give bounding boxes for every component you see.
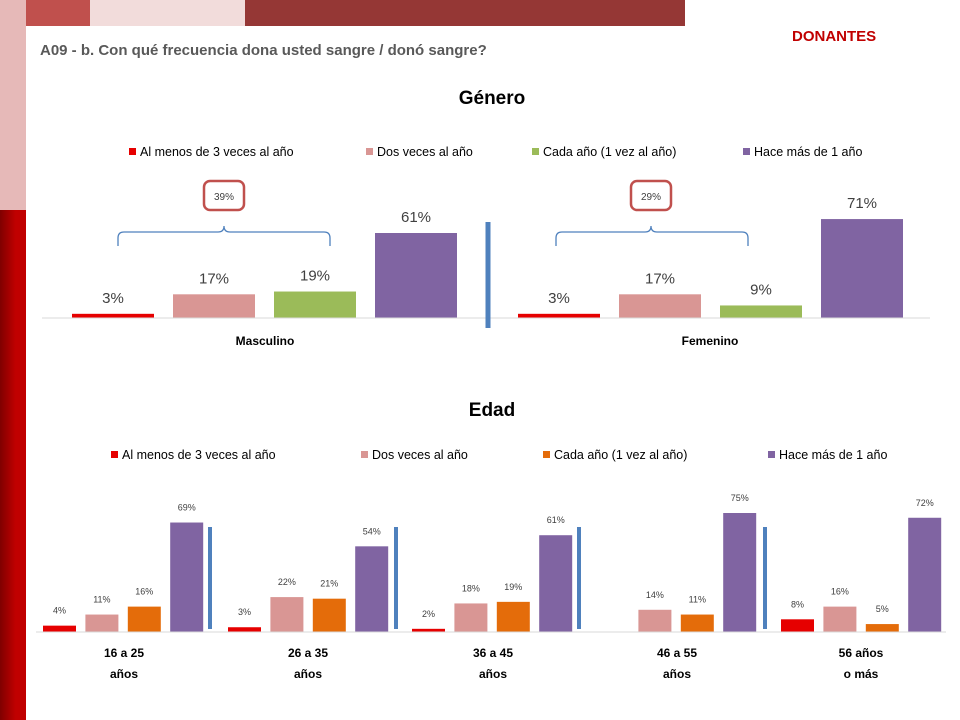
data-label: 3% bbox=[102, 290, 124, 307]
legend-marker bbox=[768, 451, 775, 458]
data-label: 71% bbox=[847, 195, 877, 212]
legend-label: Dos veces al año bbox=[372, 448, 468, 462]
data-label: 22% bbox=[278, 577, 296, 587]
legend-marker bbox=[366, 148, 373, 155]
bar-genero-masculino-1 bbox=[173, 294, 255, 318]
bar-edad-4-1 bbox=[823, 606, 857, 632]
chart-title-edad: Edad bbox=[469, 400, 515, 421]
category-label: años bbox=[479, 667, 507, 681]
side-bar-segment bbox=[0, 0, 26, 210]
bar-edad-4-3 bbox=[908, 517, 942, 632]
bar-edad-2-2 bbox=[496, 601, 530, 632]
side-bar-segment bbox=[0, 210, 26, 720]
category-label: años bbox=[663, 667, 691, 681]
data-label: 75% bbox=[731, 493, 749, 503]
bar-edad-2-1 bbox=[454, 603, 488, 632]
bar-edad-0-0 bbox=[43, 625, 76, 632]
category-label: 16 a 25 bbox=[104, 646, 144, 660]
bar-edad-4-0 bbox=[781, 619, 814, 632]
bar-edad-1-2 bbox=[312, 598, 346, 632]
bar-genero-masculino-3 bbox=[375, 233, 457, 318]
legend-marker bbox=[111, 451, 118, 458]
category-label: años bbox=[110, 667, 138, 681]
category-label: 26 a 35 bbox=[288, 646, 328, 660]
legend-marker bbox=[743, 148, 750, 155]
data-label: 17% bbox=[199, 270, 229, 287]
data-label: 11% bbox=[93, 595, 110, 605]
legend-label: Cada año (1 vez al año) bbox=[543, 145, 676, 159]
bar-genero-masculino-0 bbox=[72, 313, 154, 318]
legend-label: Hace más de 1 año bbox=[779, 448, 887, 462]
legend-marker bbox=[129, 148, 136, 155]
data-label: 5% bbox=[876, 604, 889, 614]
bar-edad-3-1 bbox=[638, 609, 672, 632]
legend-marker bbox=[532, 148, 539, 155]
legend-marker bbox=[361, 451, 368, 458]
data-label: 4% bbox=[53, 606, 66, 616]
category-label: años bbox=[294, 667, 322, 681]
bar-edad-0-2 bbox=[127, 606, 161, 632]
data-label: 3% bbox=[238, 607, 251, 617]
data-label: 17% bbox=[645, 270, 675, 287]
data-label: 3% bbox=[548, 290, 570, 307]
data-label: 21% bbox=[320, 579, 338, 589]
bar-genero-masculino-2 bbox=[274, 291, 356, 318]
callout-box bbox=[202, 179, 246, 212]
legend-label: Dos veces al año bbox=[377, 145, 473, 159]
callout-label: 39% bbox=[214, 192, 234, 203]
data-label: 61% bbox=[547, 515, 565, 525]
data-label: 16% bbox=[831, 587, 849, 597]
bar-genero-femenino-3 bbox=[821, 219, 903, 318]
bar-edad-3-2 bbox=[680, 614, 714, 632]
legend-label: Hace más de 1 año bbox=[754, 145, 862, 159]
data-label: 72% bbox=[916, 498, 934, 508]
legend-label: Al menos de 3 veces al año bbox=[122, 448, 276, 462]
data-label: 19% bbox=[300, 268, 330, 285]
brace bbox=[117, 225, 331, 246]
legend-label: Al menos de 3 veces al año bbox=[140, 145, 294, 159]
bar-edad-0-1 bbox=[85, 614, 119, 632]
data-label: 14% bbox=[646, 590, 664, 600]
header-bar-segment bbox=[90, 0, 245, 26]
data-label: 8% bbox=[791, 599, 804, 609]
header-bar-segment bbox=[245, 0, 685, 26]
bar-edad-2-3 bbox=[539, 535, 573, 632]
bar-genero-femenino-1 bbox=[619, 294, 701, 318]
bar-edad-0-3 bbox=[170, 522, 204, 632]
data-label: 69% bbox=[178, 503, 196, 513]
bar-edad-1-3 bbox=[355, 546, 389, 632]
question-title: A09 - b. Con qué frecuencia dona usted s… bbox=[40, 42, 487, 59]
bar-genero-femenino-2 bbox=[720, 305, 802, 318]
section-label: DONANTES bbox=[792, 28, 877, 45]
brace bbox=[555, 225, 749, 246]
data-label: 54% bbox=[363, 526, 381, 536]
bar-edad-2-0 bbox=[412, 628, 445, 632]
callout-label: 29% bbox=[641, 192, 661, 203]
legend-marker bbox=[543, 451, 550, 458]
category-label: o más bbox=[844, 667, 879, 681]
bar-genero-femenino-0 bbox=[518, 313, 600, 318]
legend-label: Cada año (1 vez al año) bbox=[554, 448, 687, 462]
category-label: Femenino bbox=[682, 334, 739, 348]
data-label: 2% bbox=[422, 609, 435, 619]
category-label: 56 años bbox=[839, 646, 884, 660]
chart-title-genero: Género bbox=[459, 88, 526, 109]
category-label: Masculino bbox=[236, 334, 295, 348]
category-label: 46 a 55 bbox=[657, 646, 697, 660]
data-label: 11% bbox=[689, 595, 706, 605]
data-label: 9% bbox=[750, 281, 772, 298]
bar-edad-1-1 bbox=[270, 597, 304, 632]
bar-edad-4-2 bbox=[865, 624, 899, 632]
data-label: 16% bbox=[135, 587, 153, 597]
bar-edad-3-3 bbox=[723, 513, 757, 632]
category-label: 36 a 45 bbox=[473, 646, 513, 660]
data-label: 61% bbox=[401, 209, 431, 226]
data-label: 18% bbox=[462, 583, 480, 593]
data-label: 19% bbox=[504, 582, 522, 592]
callout-box bbox=[629, 179, 673, 212]
bar-edad-1-0 bbox=[228, 627, 261, 632]
